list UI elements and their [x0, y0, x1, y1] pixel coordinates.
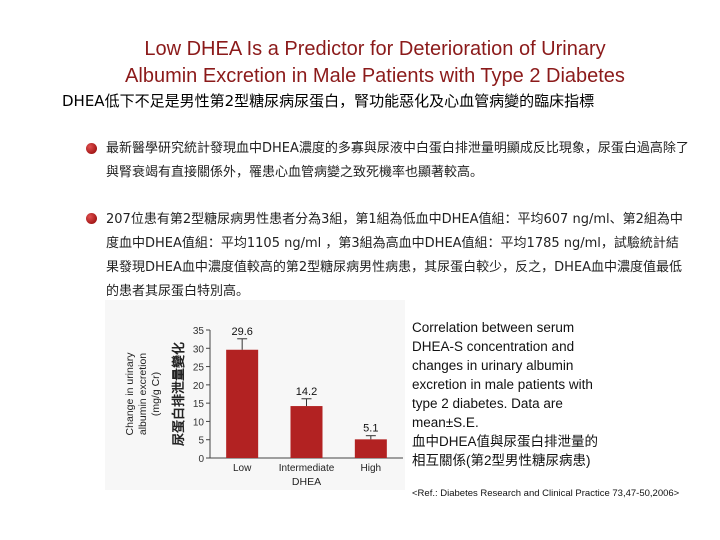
caption-line: type 2 diabetes. Data are — [412, 396, 563, 411]
bar — [354, 439, 387, 458]
bar — [290, 406, 323, 458]
y-tick-label: 5 — [198, 436, 204, 447]
caption-line: 血中DHEA值與尿蛋白排泄量的 — [412, 434, 599, 449]
caption-line: 相互關係(第2型男性糖尿病患) — [412, 453, 591, 468]
y-tick-label: 20 — [193, 381, 205, 392]
chart-caption: Correlation between serum DHEA-S concent… — [412, 318, 652, 470]
caption-line: changes in urinary albumin — [412, 358, 574, 373]
caption-line: Correlation between serum — [412, 320, 575, 335]
y-tick-label: 15 — [193, 399, 205, 410]
reference-citation: <Ref.: Diabetes Research and Clinical Pr… — [412, 488, 680, 499]
caption-line: mean±S.E. — [412, 415, 479, 430]
x-axis-label: DHEA — [292, 476, 321, 488]
y-tick-label: 25 — [193, 363, 205, 374]
bullet-text-1: 最新醫學研究統計發現血中DHEA濃度的多寡與尿液中白蛋白排泄量明顯成反比現象，尿… — [106, 141, 689, 180]
y-tick-label: 10 — [193, 417, 205, 428]
y-tick-label: 30 — [193, 344, 205, 355]
bullet-icon — [86, 213, 97, 224]
y-tick-label: 35 — [193, 326, 205, 337]
title-line-2: Albumin Excretion in Male Patients with … — [125, 65, 625, 87]
subtitle: DHEA低下不足是男性第2型糖尿病尿蛋白，腎功能惡化及心血管病變的臨床指標 — [62, 92, 595, 110]
y-axis-label: (mg/g Cr) — [150, 372, 162, 416]
bullet-icon — [86, 143, 97, 154]
y-tick-label: 0 — [198, 454, 204, 465]
x-tick-label: High — [361, 463, 382, 474]
data-label: 14.2 — [296, 386, 317, 398]
title-line-1: Low DHEA Is a Predictor for Deterioratio… — [144, 38, 606, 60]
bullet-text-2: 207位患有第2型糖尿病男性患者分為3組，第1組為低血中DHEA值組：平均607… — [106, 212, 683, 299]
x-tick-label: Low — [233, 463, 252, 474]
bar — [226, 349, 259, 458]
chart-panel: 0 5 10 15 20 25 30 35 Change in urinary albumin e… — [105, 300, 405, 490]
y-axis-label-chinese: 尿蛋白排泄量變化 — [171, 342, 187, 446]
data-label: 5.1 — [363, 423, 378, 435]
caption-line: DHEA-S concentration and — [412, 339, 575, 354]
y-axis-label: Change in urinary — [124, 352, 136, 436]
y-axis-label: albumin excretion — [137, 353, 149, 435]
x-tick-label: Intermediate — [279, 463, 335, 474]
bar-chart: 0 5 10 15 20 25 30 35 Change in urinary albumin e… — [124, 326, 403, 488]
caption-line: excretion in male patients with — [412, 377, 593, 392]
data-label: 29.6 — [231, 326, 252, 338]
